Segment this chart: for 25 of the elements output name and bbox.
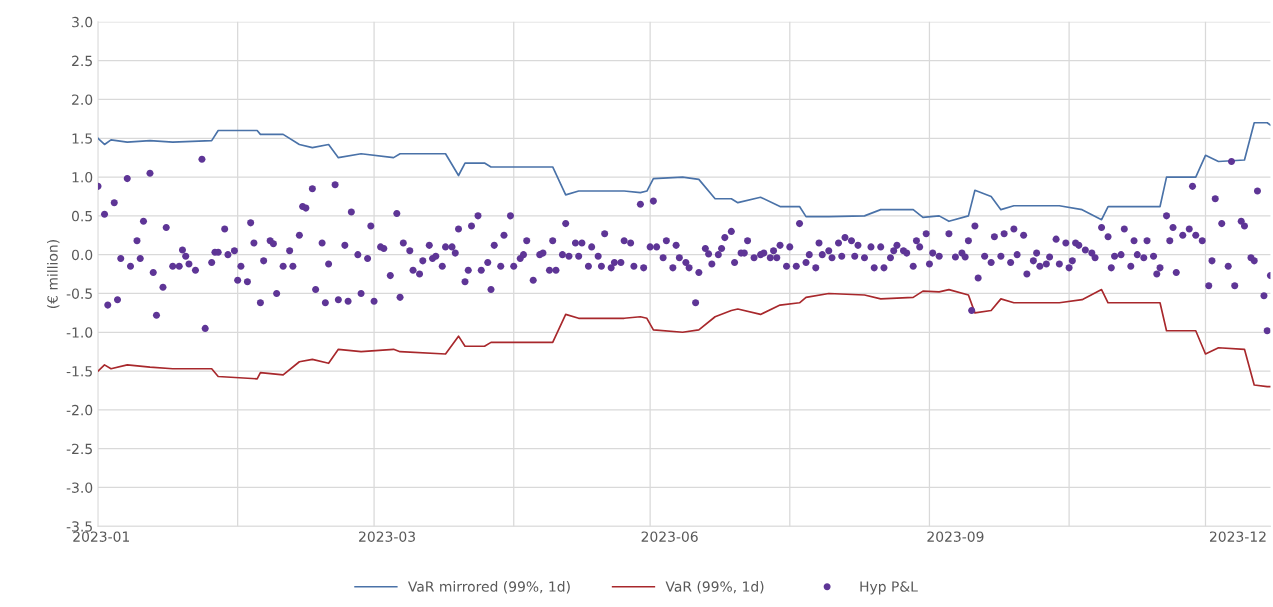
legend-label: Hyp P&L: [860, 581, 918, 595]
x-tick-label: 2023-12: [1209, 531, 1266, 542]
y-tick-label: 1.0: [72, 172, 93, 183]
y-tick-label: -0.5: [66, 288, 92, 299]
y-tick-label: 2.0: [72, 94, 93, 105]
y-tick-label: 1.5: [72, 133, 92, 144]
y-tick-label: -1.5: [66, 366, 92, 377]
y-tick-label: -2.5: [66, 443, 92, 455]
y-tick-label: 0.0: [71, 249, 93, 261]
legend-label: VaR (99%, 1d): [665, 581, 764, 594]
y-tick-label: -3.5: [66, 521, 92, 532]
y-tick-label: -1.0: [66, 327, 93, 338]
x-tick-label: 2023-06: [641, 531, 698, 542]
x-tick-label: 2023-09: [927, 531, 984, 542]
y-tick-label: -2.0: [66, 404, 93, 416]
y-tick-label: 2.5: [72, 55, 92, 67]
legend-label: VaR mirrored (99%, 1d): [407, 581, 570, 594]
y-tick-label: 3.0: [72, 16, 93, 28]
line-series: [98, 288, 1271, 388]
line-series: [98, 121, 1271, 223]
x-tick-label: 2023-03: [359, 531, 415, 542]
y-tick-label: -3.0: [66, 482, 93, 493]
x-tick-label: 2023-01: [73, 531, 129, 542]
y-tick-label: 0.5: [71, 210, 92, 222]
y-axis-title: (€ million): [47, 240, 60, 309]
